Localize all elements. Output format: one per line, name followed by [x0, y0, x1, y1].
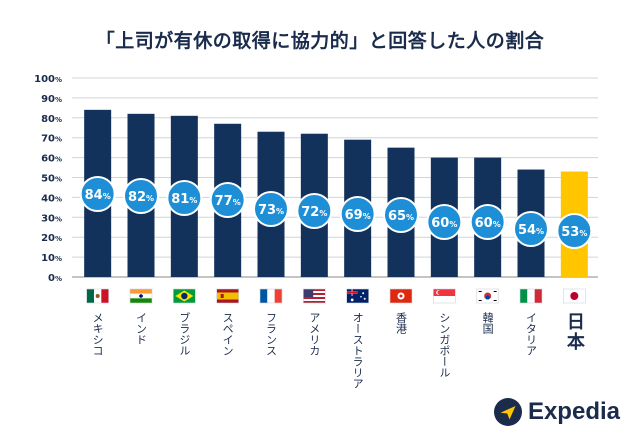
y-tick-label: 0%: [48, 273, 62, 284]
value-badge: [166, 180, 203, 216]
data-label: 82%: [128, 190, 154, 205]
category-label: イタリア: [525, 312, 538, 356]
category-label: スペイン: [221, 312, 234, 356]
value-badge: [253, 191, 289, 227]
value-badge: [556, 213, 593, 249]
value-badge: [426, 204, 463, 240]
data-label: 72%: [301, 205, 327, 220]
value-badge: [513, 211, 549, 247]
australia-flag-icon: [346, 288, 369, 304]
data-label: 53%: [561, 225, 587, 240]
data-label: 81%: [171, 192, 197, 207]
india-flag-icon: [129, 288, 153, 304]
y-tick-label: 80%: [41, 114, 62, 125]
category-label: インド: [135, 312, 148, 345]
value-badge: [383, 197, 419, 233]
singapore-flag-icon: [433, 288, 456, 304]
bar-chart: 0% 10% 20% 30% 40% 50% 60% 70% 80% 90% 100% 84% メキシコ…: [34, 74, 598, 389]
category-label: 香港: [395, 312, 408, 334]
category-label: メキシコ: [91, 312, 104, 356]
y-tick-label: 20%: [41, 233, 62, 244]
y-tick-label: 10%: [41, 253, 62, 264]
data-label: 65%: [388, 209, 414, 224]
data-label: 54%: [518, 223, 544, 238]
category-label: ブラジル: [178, 311, 191, 356]
expedia-logo: Expedia: [493, 398, 620, 426]
y-tick-label: 70%: [41, 134, 62, 145]
y-tick-label: 100%: [34, 74, 62, 85]
category-label: シンガポール: [438, 312, 451, 378]
category-label: オーストラリア: [351, 312, 364, 389]
category-label: アメリカ: [308, 312, 321, 356]
data-label: 84%: [85, 188, 111, 203]
data-label: 73%: [258, 203, 284, 218]
brand-name: Expedia: [527, 398, 620, 425]
y-tick-label: 90%: [41, 94, 62, 105]
value-badge: [79, 176, 116, 212]
mexico-flag-icon: [86, 288, 109, 304]
data-label: 77%: [215, 194, 241, 209]
value-badge: [469, 204, 506, 240]
data-label: 60%: [475, 216, 501, 231]
japan-flag-icon: [563, 288, 586, 304]
plane-icon: [493, 398, 522, 426]
y-tick-label: 50%: [41, 174, 62, 185]
spain-flag-icon: [216, 288, 239, 304]
brazil-flag-icon: [173, 288, 196, 304]
korea-flag-icon: [476, 288, 499, 304]
category-label: 日本: [564, 312, 585, 352]
italy-flag-icon: [519, 288, 543, 304]
y-tick-label: 60%: [41, 154, 62, 165]
category-label: 韓国: [481, 312, 494, 335]
data-label: 69%: [345, 208, 371, 223]
value-badge: [123, 178, 159, 214]
y-tick-label: 30%: [41, 213, 62, 224]
france-flag-icon: [259, 288, 283, 304]
chart-title: 「上司が有休の取得に協力的」と回答した人の割合: [95, 30, 545, 52]
data-label: 60%: [431, 216, 457, 231]
y-tick-label: 40%: [41, 193, 62, 204]
hong-kong-flag-icon: [389, 288, 413, 304]
category-label: フランス: [265, 312, 278, 356]
usa-flag-icon: [303, 288, 326, 304]
value-badge: [296, 193, 333, 229]
value-badge: [209, 182, 246, 218]
value-badge: [339, 196, 376, 232]
